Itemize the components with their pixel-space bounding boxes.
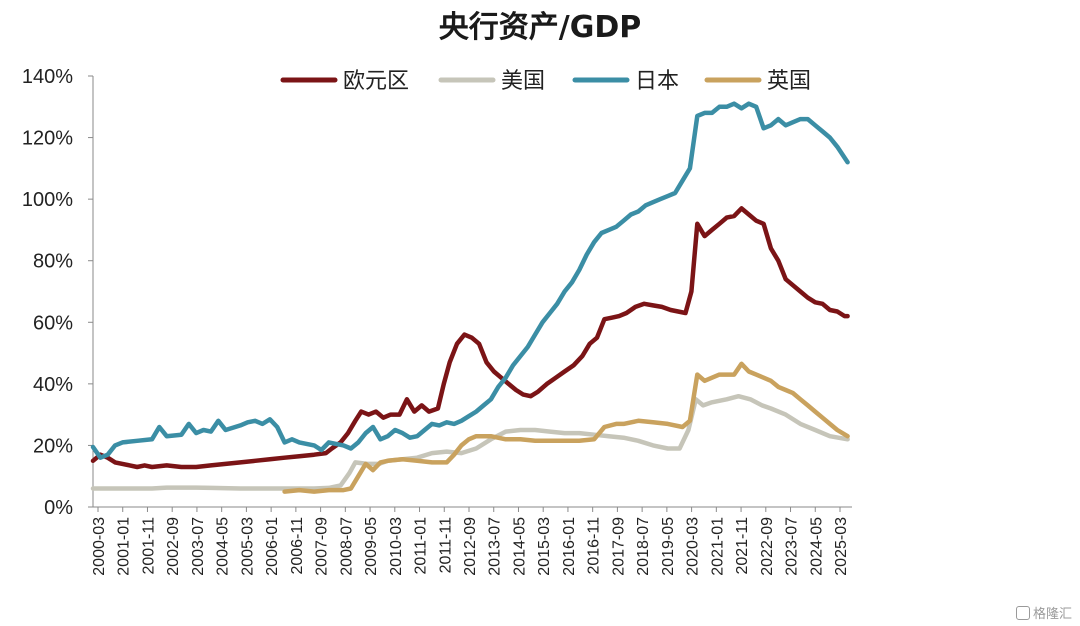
y-tick-label: 100% [22,189,73,211]
x-tick-label: 2006-01 [264,517,281,576]
x-tick-label: 2004-05 [215,517,232,576]
series-line-2 [90,101,850,460]
x-tick-label: 2015-03 [536,517,553,576]
x-tick-label: 2002-09 [165,517,182,576]
x-tick-label: 2014-05 [511,517,528,576]
y-tick-label: 60% [33,312,73,334]
x-tick-label: 2011-11 [437,517,454,573]
x-tick-label: 2009-05 [363,517,380,576]
y-tick-label: 120% [22,128,73,150]
x-tick-label: 2022-09 [759,517,776,576]
legend-label-2: 日本 [635,69,679,94]
y-axis: 0% 20% 40% 60% 80% 100% 120% 140% [22,66,94,519]
x-tick-label: 2005-03 [239,517,256,576]
x-tick-label: 2021-01 [709,517,726,576]
x-tick-label: 2021-11 [734,517,751,575]
series-layer [90,101,850,494]
legend-label-3: 英国 [767,69,811,94]
legend: 欧元区 美国 日本 英国 [280,69,811,94]
x-tick-label: 2010-03 [388,517,405,576]
x-tick-label: 2011-01 [413,517,430,575]
x-tick-label: 2006-11 [289,517,306,575]
x-tick-label: 2017-09 [610,517,627,576]
series-line-1 [90,393,850,491]
watermark-text: 格隆汇 [1032,607,1072,622]
x-tick-label: 2019-05 [660,517,677,576]
x-tick-label: 2024-05 [808,517,825,576]
series-line-0 [90,206,850,470]
x-tick-label: 2020-03 [685,517,702,576]
x-tick-label: 2018-07 [635,517,652,576]
series-line-3 [282,361,850,494]
x-tick-label: 2016-11 [586,517,603,575]
watermark-logo-icon [1015,606,1030,620]
x-tick-label: 2013-07 [487,517,504,576]
x-axis: 2000-03 2001-01 2001-11 2002-09 2003-07 2004-… [91,506,852,576]
x-tick-label: 2000-03 [91,517,108,576]
x-tick-label: 2025-03 [833,517,850,576]
chart-title: 央行资产/GDP [438,10,642,45]
y-tick-label: 140% [22,66,73,88]
y-tick-label: 40% [33,374,73,396]
x-tick-label: 2001-01 [116,517,133,576]
legend-label-0: 欧元区 [343,69,409,94]
x-tick-label: 2016-01 [561,517,578,576]
legend-label-1: 美国 [501,69,545,94]
x-tick-label: 2023-07 [784,517,801,576]
watermark: 格隆汇 [1015,603,1072,622]
x-tick-label: 2007-09 [314,517,331,576]
y-tick-label: 80% [33,251,73,273]
x-tick-label: 2008-07 [338,517,355,576]
x-tick-label: 2003-07 [190,517,207,576]
y-tick-label: 20% [33,435,73,457]
x-tick-label: 2001-11 [140,517,157,575]
y-tick-label: 0% [44,497,73,519]
x-tick-label: 2012-09 [462,517,479,576]
